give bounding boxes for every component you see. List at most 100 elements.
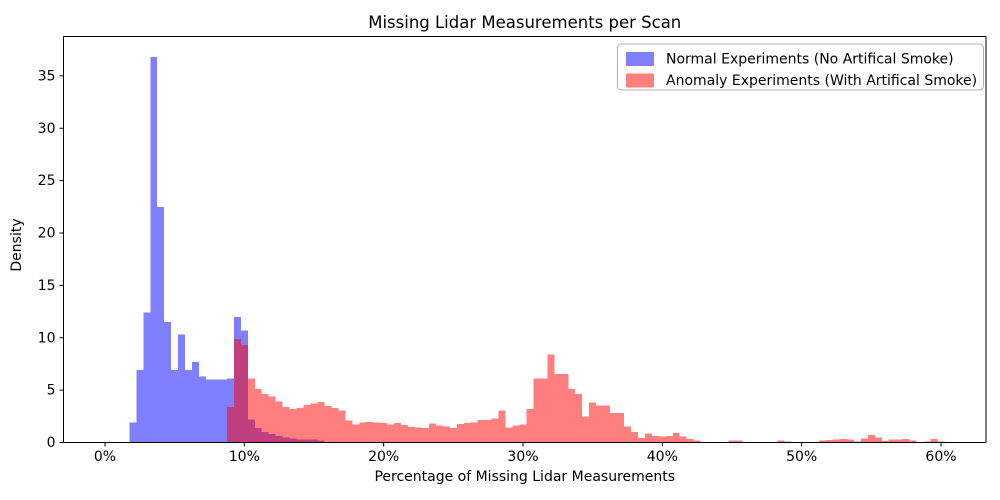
legend-swatch-normal — [626, 52, 654, 66]
histogram-bar — [909, 440, 917, 443]
histogram-bar — [519, 424, 527, 443]
histogram-bar — [672, 433, 680, 443]
histogram-bar — [199, 376, 207, 443]
histogram-bar — [401, 425, 409, 443]
histogram-bar — [143, 312, 151, 443]
histogram-bar — [561, 373, 569, 443]
histogram-bar — [394, 423, 402, 443]
histogram-bar — [630, 432, 638, 443]
histogram-bar — [547, 354, 555, 443]
histogram-bar — [129, 422, 137, 443]
histogram-bar — [456, 424, 464, 443]
histogram-bar — [617, 413, 625, 443]
y-tick-label: 30 — [38, 121, 56, 137]
histogram-bar — [317, 402, 325, 443]
histogram-bar — [442, 426, 450, 443]
histogram-bar — [157, 206, 165, 443]
histogram-bar — [415, 427, 422, 443]
histogram-bar — [923, 441, 931, 443]
histogram-bar — [658, 436, 666, 443]
histogram-bar — [833, 439, 840, 443]
histogram-bar — [693, 440, 701, 443]
histogram-bar — [449, 427, 457, 443]
histogram-bar — [240, 345, 248, 443]
histogram-bar — [484, 419, 492, 443]
histogram-bar — [282, 406, 290, 443]
histogram-bar — [867, 435, 875, 443]
histogram-bar — [185, 370, 193, 443]
histogram-bar — [637, 437, 645, 443]
histogram-bar — [888, 439, 896, 443]
histogram-bar — [533, 378, 541, 443]
histogram-bar — [624, 426, 631, 443]
histogram-bar — [610, 413, 618, 443]
x-tick-label: 50% — [786, 449, 817, 465]
histogram-bar — [331, 407, 339, 443]
x-axis-ticks: 0% 10% 20% 30% 40% 50% 60% — [94, 442, 957, 465]
histogram-bar — [192, 361, 200, 443]
histogram-bar — [826, 439, 834, 443]
histogram-bar — [233, 338, 241, 443]
histogram-bar — [881, 440, 889, 443]
histogram-bar — [136, 370, 144, 443]
histogram-bar — [428, 423, 436, 443]
legend-label-anomaly: Anomaly Experiments (With Artifical Smok… — [666, 73, 977, 89]
histogram-bar — [421, 427, 429, 443]
x-tick-label: 10% — [229, 449, 260, 465]
normal-histogram-bars — [129, 57, 325, 443]
histogram-bar — [819, 440, 827, 443]
y-axis-label: Density — [9, 218, 25, 271]
y-tick-label: 20 — [38, 226, 56, 242]
y-tick-label: 35 — [38, 68, 56, 84]
histogram-bar — [777, 440, 785, 443]
histogram-bar — [261, 393, 269, 443]
x-tick-label: 30% — [507, 449, 538, 465]
y-tick-label: 5 — [47, 383, 56, 399]
histogram-bar — [310, 403, 318, 443]
histogram-bar — [178, 334, 186, 443]
histogram-bar — [206, 379, 213, 443]
histogram-bar — [846, 439, 854, 443]
plot-frame — [63, 36, 987, 443]
histogram-bar — [582, 416, 590, 443]
x-tick-label: 20% — [368, 449, 399, 465]
histogram-bar — [387, 424, 395, 443]
histogram-bar — [728, 440, 736, 443]
histogram-bar — [352, 424, 360, 443]
histogram-bar — [268, 396, 276, 443]
histogram-bar — [505, 427, 513, 443]
x-tick-label: 60% — [925, 449, 956, 465]
x-axis-label: Percentage of Missing Lidar Measurements — [374, 469, 675, 485]
histogram-bar — [596, 405, 604, 443]
histogram-bar — [895, 439, 903, 443]
y-tick-label: 10 — [38, 330, 56, 346]
histogram-bar — [937, 441, 945, 443]
histogram-bar — [275, 401, 283, 443]
histogram-bar — [874, 437, 882, 443]
legend-swatch-anomaly — [626, 73, 654, 88]
histogram-bar — [338, 410, 346, 443]
histogram-bar — [498, 410, 506, 443]
legend-label-normal: Normal Experiments (No Artifical Smoke) — [666, 52, 954, 68]
histogram-bar — [408, 426, 416, 443]
histogram-bar — [665, 436, 673, 443]
y-axis-ticks: 0 5 10 15 20 25 30 35 — [38, 68, 64, 451]
chart-title: Missing Lidar Measurements per Scan — [368, 13, 681, 32]
y-tick-label: 25 — [38, 173, 56, 189]
histogram-bar — [526, 408, 534, 443]
histogram-bar — [512, 425, 520, 443]
y-tick-label: 0 — [47, 435, 56, 451]
anomaly-histogram-bars — [226, 338, 945, 443]
histogram-bar — [603, 405, 611, 443]
histogram-bar — [735, 440, 743, 443]
histogram-bar — [296, 407, 304, 443]
x-tick-label: 0% — [94, 449, 116, 465]
histogram-bar — [930, 438, 938, 443]
histogram-bar — [226, 406, 234, 443]
histogram-bar — [679, 436, 687, 443]
histogram-bar — [463, 423, 471, 443]
histogram-bar — [902, 438, 910, 443]
histogram-bar — [839, 438, 847, 443]
histogram-bar — [491, 418, 499, 443]
